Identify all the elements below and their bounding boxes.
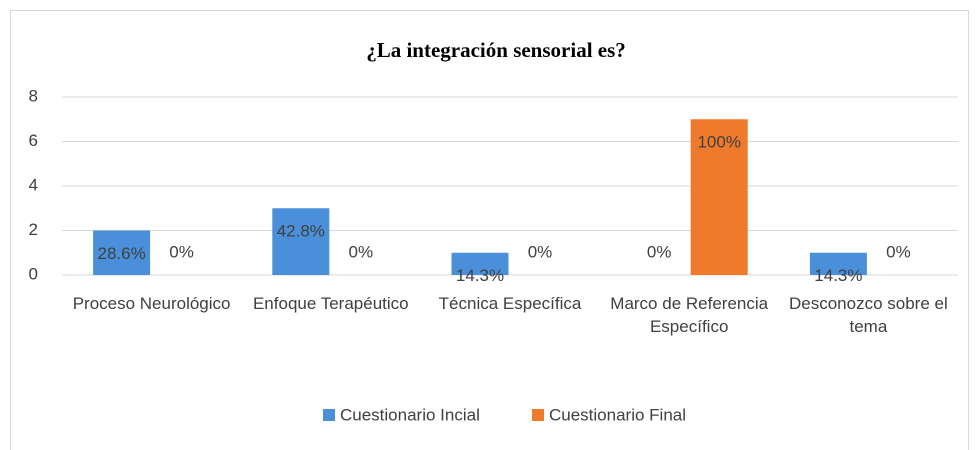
bar bbox=[690, 119, 748, 275]
bar bbox=[93, 230, 151, 275]
data-label: 42.8% bbox=[277, 222, 325, 241]
y-tick-label: 8 bbox=[29, 86, 38, 105]
data-label: 0% bbox=[528, 242, 553, 261]
legend-label: Cuestionario Incial bbox=[340, 405, 480, 424]
data-label: 100% bbox=[697, 133, 740, 152]
y-tick-label: 6 bbox=[29, 131, 38, 150]
data-label: 28.6% bbox=[97, 244, 145, 263]
data-label: 14.3% bbox=[456, 266, 504, 285]
bar bbox=[451, 252, 509, 275]
bar bbox=[272, 208, 330, 275]
data-label: 0% bbox=[349, 242, 374, 261]
x-tick-label: Proceso Neurológico bbox=[72, 294, 231, 313]
legend-swatch bbox=[323, 409, 335, 421]
x-tick-label: Enfoque Terapéutico bbox=[252, 294, 409, 313]
y-tick-label: 2 bbox=[29, 220, 38, 239]
data-label: 0% bbox=[169, 242, 194, 261]
bar bbox=[809, 252, 867, 275]
legend-swatch bbox=[532, 409, 544, 421]
x-tick-label: Desconozco sobre el tema bbox=[789, 294, 948, 336]
x-tick-label: Técnica Específica bbox=[438, 294, 582, 313]
x-tick-label: Marco de Referencia Específico bbox=[610, 294, 769, 336]
legend-label: Cuestionario Final bbox=[549, 405, 686, 424]
y-tick-label: 4 bbox=[29, 175, 38, 194]
y-tick-label: 0 bbox=[29, 264, 38, 283]
chart-title: ¿La integración sensorial es? bbox=[366, 38, 626, 62]
data-label: 0% bbox=[886, 242, 911, 261]
data-label: 14.3% bbox=[814, 266, 862, 285]
data-label: 0% bbox=[647, 242, 672, 261]
